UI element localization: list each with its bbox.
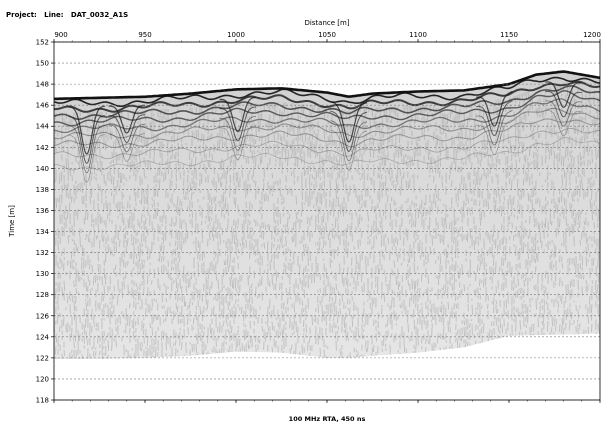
y-tick-label: 122 — [36, 354, 49, 362]
reflection-band — [54, 98, 600, 134]
reflection-band — [54, 107, 600, 140]
x-tick-label: 1050 — [318, 31, 336, 39]
x-tick-label: 1200 — [583, 31, 601, 39]
reflection-band — [54, 85, 600, 121]
y-tick-label: 130 — [36, 270, 49, 278]
diffraction-hyperbola — [219, 106, 257, 142]
line-value: DAT_0032_A1S — [70, 11, 129, 19]
diffraction-hyperbola — [476, 100, 513, 137]
radargram-body — [54, 71, 600, 359]
y-tick-label: 128 — [36, 291, 49, 299]
reflection-band — [54, 136, 600, 171]
reflection-band — [54, 70, 600, 101]
diffraction-hyperbola — [330, 129, 368, 171]
diffraction-hyperbola — [219, 125, 257, 161]
reflection-band — [54, 89, 600, 127]
diffraction-hyperbola — [108, 114, 146, 144]
y-tick-label: 146 — [36, 102, 50, 110]
diffraction-hyperbola — [108, 104, 146, 134]
x-tick-label: 1100 — [409, 31, 427, 39]
y-tick-label: 124 — [36, 333, 50, 341]
x-tick-label: 1000 — [227, 31, 245, 39]
y-tick-label: 152 — [36, 39, 49, 47]
y-tick-label: 118 — [36, 397, 49, 405]
y-tick-label: 140 — [36, 165, 49, 173]
reflection-band — [54, 118, 600, 149]
diffraction-hyperbola — [68, 115, 106, 165]
y-tick-label: 134 — [36, 228, 50, 236]
diffraction-hyperbola — [545, 110, 582, 137]
reflection-band — [54, 127, 600, 160]
diffraction-hyperbola — [68, 105, 106, 155]
reflection-band — [54, 80, 600, 113]
y-tick-label: 132 — [36, 249, 49, 257]
diffraction-hyperbola — [330, 120, 368, 162]
diffraction-hyperbola — [108, 133, 145, 162]
diffraction-hyperbola — [330, 110, 368, 153]
line-label: Line: — [44, 11, 64, 19]
y-tick-label: 120 — [36, 375, 49, 383]
diffraction-hyperbola — [476, 119, 513, 155]
profile-header: Project: Line: DAT_0032_A1S — [6, 11, 128, 19]
diffraction-hyperbola — [68, 124, 106, 174]
reflection-band — [54, 76, 600, 107]
y-tick-label: 148 — [36, 81, 49, 89]
diffraction-hyperbola — [219, 96, 257, 133]
x-axis-title: Distance [m] — [304, 19, 349, 27]
x-tick-label: 950 — [138, 31, 151, 39]
diffraction-hyperbola — [68, 134, 106, 183]
diffraction-hyperbola — [545, 91, 582, 118]
x-tick-label: 1150 — [500, 31, 518, 39]
diffraction-hyperbola — [476, 109, 513, 146]
diffraction-hyperbola — [330, 101, 368, 143]
y-axis-title: Time [m] — [8, 205, 16, 238]
plot-border — [53, 41, 601, 401]
y-tick-label: 138 — [36, 186, 49, 194]
diffraction-hyperbola — [219, 116, 256, 151]
y-tick-label: 136 — [36, 207, 50, 215]
x-tick-label: 900 — [54, 31, 67, 39]
y-tick-label: 144 — [36, 123, 50, 131]
project-label: Project: — [6, 11, 37, 19]
y-tick-label: 150 — [36, 60, 49, 68]
chart-caption: 100 MHz RTA, 450 ns — [289, 415, 366, 423]
y-tick-label: 142 — [36, 144, 49, 152]
y-tick-label: 126 — [36, 312, 50, 320]
diffraction-hyperbola — [545, 81, 582, 108]
